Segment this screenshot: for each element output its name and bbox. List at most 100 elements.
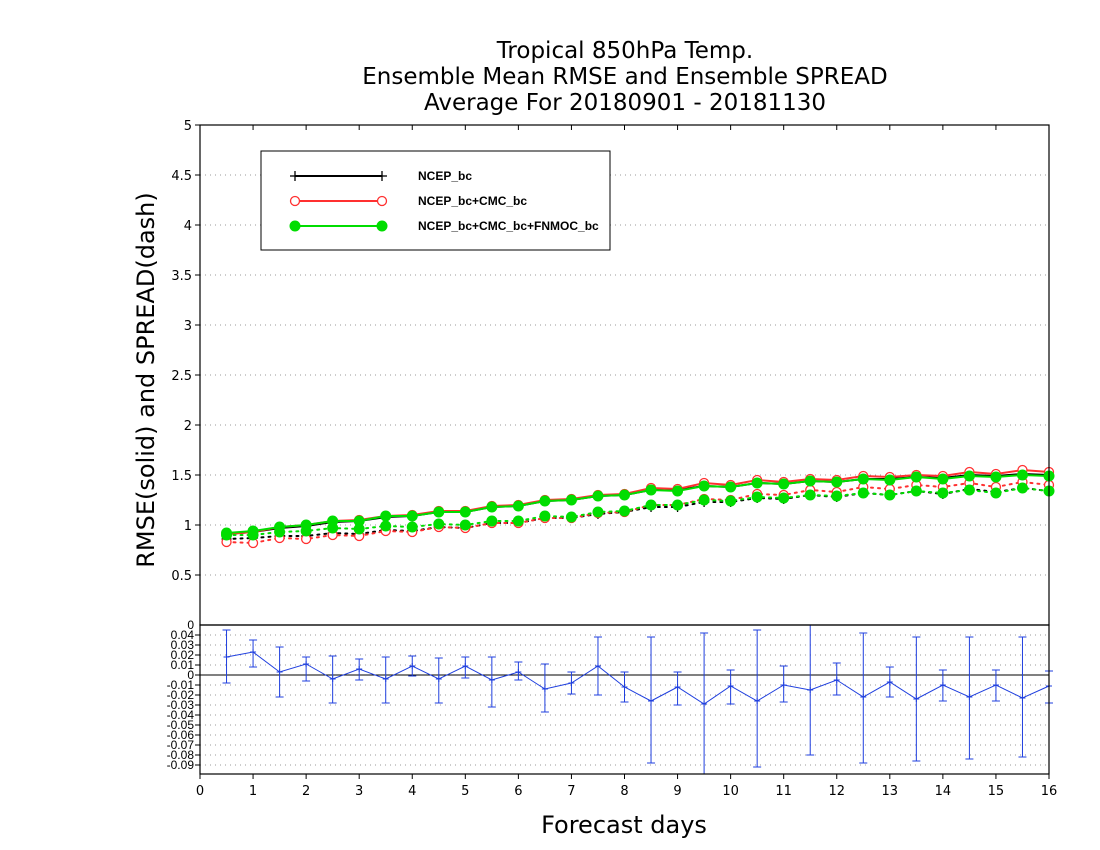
difference-point: [250, 649, 257, 655]
spread-point: [300, 525, 312, 537]
top-y-tick-label: 2.5: [171, 369, 192, 384]
spread-point: [327, 522, 339, 534]
spread-point: [565, 511, 577, 523]
bottom-y-tick-label: -0.03: [167, 698, 195, 712]
spread-point: [1016, 482, 1028, 494]
rmse-point: [990, 471, 1002, 483]
difference-point: [754, 698, 761, 704]
rmse-point: [831, 476, 843, 488]
spread-point: [672, 499, 684, 511]
rmse-point: [539, 495, 551, 507]
bottom-y-ticks: 0.040.030.020.010-0.01-0.02-0.03-0.04-0.…: [167, 618, 200, 772]
top-y-ticks: 0.5 1 1.5 2 2.5 3 3.5 4 4.5 5: [171, 119, 997, 584]
top-y-tick-label: 1: [184, 519, 192, 534]
legend-marker-right: [377, 171, 387, 181]
spread-point: [857, 487, 869, 499]
spread-point: [884, 489, 896, 501]
difference-point: [276, 669, 283, 675]
rmse-point: [751, 477, 763, 489]
spread-point: [592, 506, 604, 518]
bottom-y-tick-label: -0.05: [167, 718, 195, 732]
top-y-tick-label: 2: [184, 419, 192, 434]
spread-point: [406, 521, 418, 533]
spread-point: [778, 492, 790, 504]
rmse-point: [645, 484, 657, 496]
spread-point: [512, 515, 524, 527]
top-y-tick-label: 3: [184, 319, 192, 334]
rmse-point: [672, 485, 684, 497]
x-tick-label: 1: [249, 784, 257, 799]
top-y-tick-label: 5: [184, 119, 192, 134]
title-line-1: Tropical 850hPa Temp.: [496, 38, 753, 64]
x-tick-label: 15: [988, 784, 1005, 799]
bottom-y-tick-label: 0.03: [171, 638, 195, 652]
x-tick-label: 0: [196, 784, 204, 799]
difference-point: [621, 684, 628, 690]
rmse-point: [380, 510, 392, 522]
spread-point: [804, 489, 816, 501]
bottom-y-top-label: 0: [187, 618, 194, 632]
rmse-point: [963, 470, 975, 482]
difference-point: [939, 682, 946, 688]
spread-point: [486, 515, 498, 527]
difference-point: [435, 676, 442, 682]
spread-point: [221, 529, 233, 541]
rmse-point: [459, 506, 471, 518]
y-axis-label: RMSE(solid) and SPREAD(dash): [132, 192, 160, 568]
legend-marker-right: [376, 195, 388, 207]
legend-item: NCEP_bc+CMC_bc+FNMOC_bc: [289, 219, 599, 233]
difference-point: [648, 698, 655, 704]
difference-point: [780, 682, 787, 688]
x-tick-label: 12: [828, 784, 845, 799]
difference-point: [966, 694, 973, 700]
spread-point: [963, 484, 975, 496]
bottom-y-tick-label: -0.09: [167, 758, 195, 772]
bottom-y-tick-label: 0.01: [171, 658, 195, 672]
x-tick-label: 11: [775, 784, 792, 799]
x-tick-label: 16: [1041, 784, 1058, 799]
legend-label: NCEP_bc+CMC_bc: [418, 194, 527, 208]
spread-point: [937, 487, 949, 499]
x-tick-label: 8: [620, 784, 628, 799]
legend-item: NCEP_bc+CMC_bc: [289, 194, 527, 208]
difference-point: [1019, 695, 1026, 701]
difference-point: [409, 663, 416, 669]
legend-item: NCEP_bc: [290, 169, 472, 183]
legend-marker-left: [289, 220, 301, 232]
difference-point: [568, 680, 575, 686]
rmse-point: [619, 489, 630, 501]
top-y-tick-label: 3.5: [171, 269, 192, 284]
difference-point: [382, 676, 389, 682]
difference-point: [807, 687, 814, 693]
difference-point: [462, 663, 469, 669]
difference-point: [356, 666, 363, 672]
difference-point: [329, 676, 336, 682]
difference-point: [701, 701, 708, 707]
bottom-y-tick-label: -0.07: [167, 738, 195, 752]
legend-label: NCEP_bc: [418, 169, 472, 183]
x-tick-label: 3: [355, 784, 363, 799]
legend-marker-left: [290, 171, 300, 181]
x-tick-label: 2: [302, 784, 310, 799]
title-line-3: Average For 20180901 - 20181130: [424, 90, 826, 116]
rmse-point: [433, 506, 445, 518]
x-tick-label: 9: [673, 784, 681, 799]
bottom-y-tick-label: 0.02: [171, 648, 195, 662]
chart-title: Tropical 850hPa Temp. Ensemble Mean RMSE…: [362, 38, 887, 116]
spread-point: [725, 495, 737, 507]
top-series-group: [221, 464, 1055, 549]
difference-point: [488, 677, 495, 683]
spread-point: [619, 505, 630, 517]
difference-point: [223, 654, 230, 660]
rmse-point: [406, 510, 418, 522]
title-line-2: Ensemble Mean RMSE and Ensemble SPREAD: [362, 64, 887, 90]
top-y-tick-label: 1.5: [171, 469, 192, 484]
x-tick-label: 5: [461, 784, 469, 799]
legend-marker-left: [289, 195, 301, 207]
difference-series: [222, 625, 1053, 774]
x-axis-label: Forecast days: [541, 811, 707, 839]
difference-point: [541, 686, 548, 692]
difference-point: [886, 679, 893, 685]
rmse-point: [937, 473, 949, 485]
